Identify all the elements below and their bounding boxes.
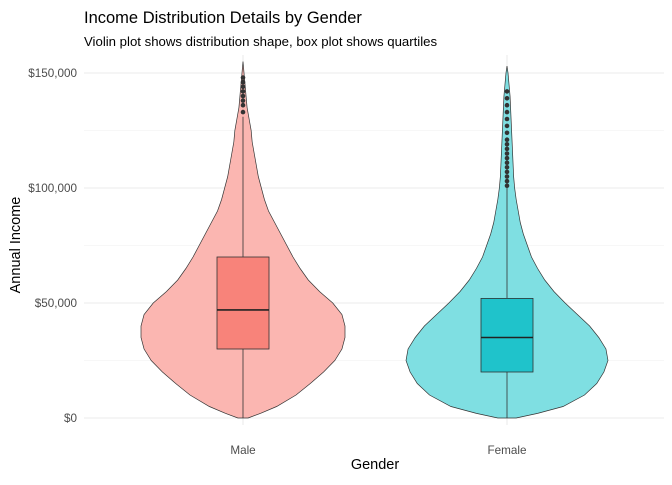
- outlier-point: [504, 174, 510, 179]
- y-tick-label: $50,000: [35, 297, 78, 310]
- outlier-point: [504, 169, 510, 175]
- boxplots: [216, 75, 534, 418]
- y-tick-label: $150,000: [28, 67, 77, 80]
- outlier-point: [504, 109, 510, 115]
- outlier-point: [504, 151, 510, 156]
- outlier-point: [504, 178, 510, 184]
- outlier-point: [504, 102, 510, 108]
- outlier-point: [240, 109, 246, 115]
- outlier-point: [504, 155, 510, 161]
- outlier-point: [504, 89, 510, 94]
- y-tick-label: $100,000: [28, 182, 77, 195]
- axes: $0 $50,000 $100,000 $150,000 Male Female: [28, 67, 526, 457]
- outlier-point: [240, 84, 246, 90]
- outlier-point: [504, 123, 510, 129]
- outlier-point: [504, 165, 510, 170]
- outlier-point: [240, 75, 246, 80]
- y-axis-title: Annual Income: [8, 197, 24, 294]
- outlier-point: [240, 93, 246, 99]
- outlier-point: [504, 96, 510, 101]
- outlier-point: [504, 116, 510, 122]
- outlier-point: [240, 98, 246, 103]
- violins: [140, 61, 609, 419]
- x-axis-title: Gender: [351, 457, 400, 473]
- chart-title: Income Distribution Details by Gender: [84, 9, 362, 27]
- outlier-point: [240, 89, 246, 94]
- x-tick-label: Male: [230, 444, 255, 457]
- outlier-point: [504, 146, 510, 152]
- outlier-point: [504, 142, 510, 147]
- chart-subtitle: Violin plot shows distribution shape, bo…: [84, 34, 437, 49]
- outlier-point: [240, 79, 246, 85]
- outlier-point: [240, 102, 246, 108]
- box-female: [480, 297, 534, 373]
- box-male: [216, 256, 270, 350]
- outlier-point: [504, 183, 510, 188]
- y-tick-label: $0: [64, 412, 78, 425]
- outlier-point: [504, 130, 510, 136]
- x-tick-label: Female: [488, 444, 527, 457]
- outlier-point: [504, 137, 510, 142]
- outlier-point: [504, 160, 510, 165]
